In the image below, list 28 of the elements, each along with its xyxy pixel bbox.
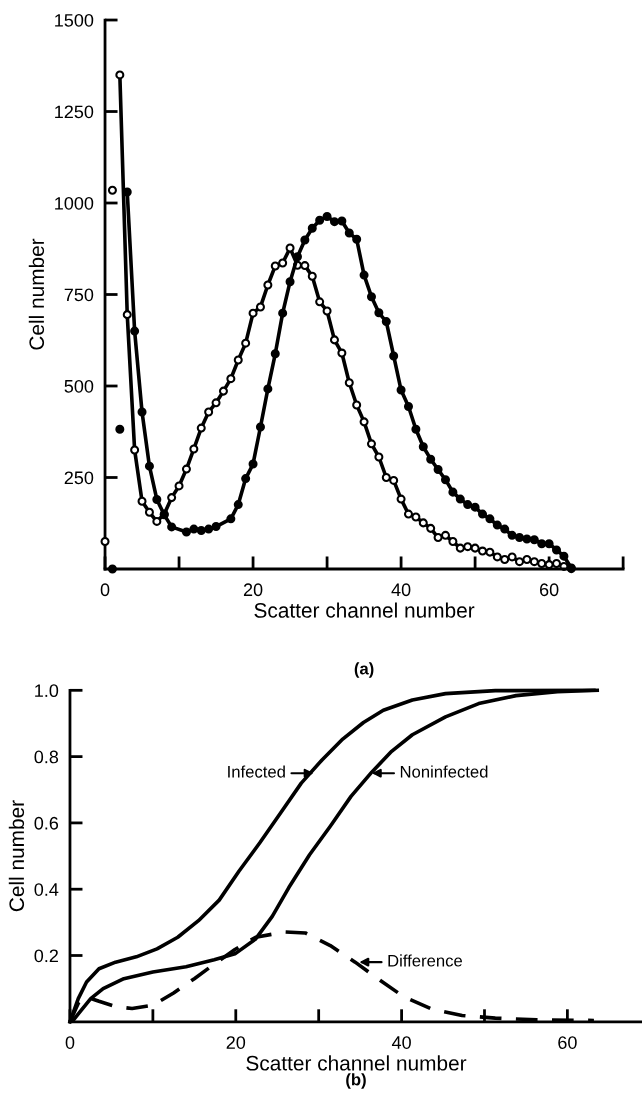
x-tick-label: 60 xyxy=(558,1036,577,1049)
annotation: Difference xyxy=(388,954,463,967)
x-tick-label: 20 xyxy=(243,583,263,597)
x-axis-title: Scatter channel number xyxy=(254,602,475,618)
y-tick-label: 1000 xyxy=(55,196,94,210)
annotation: Noninfected xyxy=(400,765,488,778)
annotation: Infected xyxy=(228,765,285,778)
y-tick-label: 0.6 xyxy=(34,816,59,830)
y-tick-label: 0.4 xyxy=(34,883,59,896)
y-axis-title: Cell number xyxy=(8,800,25,912)
y-tick-label: 0.2 xyxy=(34,949,58,963)
x-tick-label: 0 xyxy=(100,583,110,597)
y-axis-title: Cell number xyxy=(28,238,45,350)
y-tick-label: 1.0 xyxy=(35,684,59,698)
y-tick-label: 0.8 xyxy=(34,750,59,764)
y-tick-label: 750 xyxy=(64,288,94,302)
x-axis-title: Scatter channel number xyxy=(246,1055,467,1071)
y-tick-label: 1250 xyxy=(55,105,94,119)
y-tick-label: 1500 xyxy=(55,13,94,27)
text: (a) xyxy=(354,662,374,678)
y-tick-label: 250 xyxy=(64,471,94,485)
x-tick-label: 0 xyxy=(65,1036,75,1049)
x-tick-label: 20 xyxy=(226,1036,246,1049)
y-tick-label: 500 xyxy=(64,379,94,393)
x-tick-label: 40 xyxy=(391,583,411,597)
x-tick-label: 40 xyxy=(391,1036,411,1049)
x-tick-label: 60 xyxy=(539,583,559,597)
text: (b) xyxy=(346,1073,366,1089)
